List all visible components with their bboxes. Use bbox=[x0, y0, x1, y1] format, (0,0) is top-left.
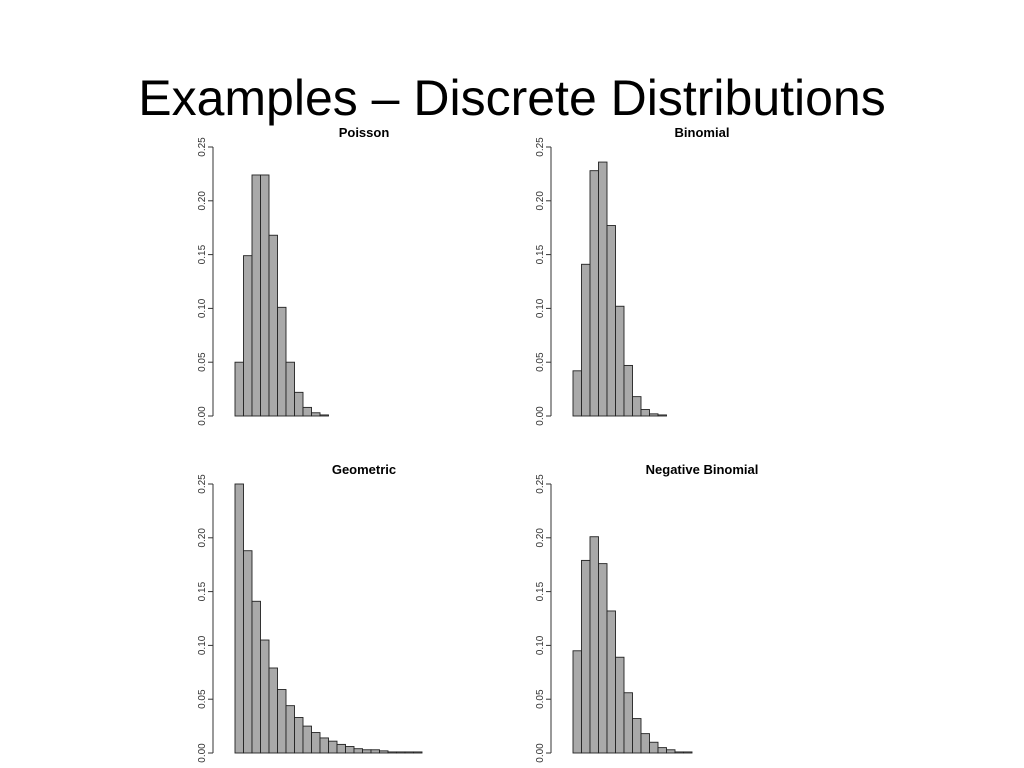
geometric-bar bbox=[311, 732, 321, 754]
negative-binomial-bar bbox=[589, 536, 599, 754]
poisson-y-tick-label: 0.20 bbox=[197, 191, 208, 211]
geometric-bar bbox=[336, 743, 346, 754]
geometric-bar bbox=[285, 705, 295, 754]
binomial-bar bbox=[632, 396, 642, 417]
binomial-bar bbox=[572, 370, 582, 417]
geometric-bar bbox=[396, 751, 406, 754]
binomial-title: Binomial bbox=[675, 125, 730, 140]
geometric-bar bbox=[302, 725, 312, 754]
geometric-y-tick-label: 0.25 bbox=[197, 474, 208, 494]
binomial-bar bbox=[640, 409, 650, 417]
binomial-y-tick-label: 0.15 bbox=[535, 244, 546, 264]
negative-binomial-bar bbox=[572, 650, 582, 754]
chart-binomial: Binomial 0.00 0.05 0.10 0.15 0.20 0.25 bbox=[535, 125, 730, 426]
negative-binomial-bar bbox=[598, 563, 608, 754]
negative-binomial-bar bbox=[640, 733, 650, 754]
geometric-bar bbox=[328, 740, 338, 754]
poisson-bar bbox=[277, 306, 287, 417]
geometric-bar bbox=[251, 600, 261, 754]
negative-binomial-bar bbox=[623, 692, 633, 754]
poisson-y-tick-label: 0.10 bbox=[197, 298, 208, 318]
geometric-bar bbox=[353, 748, 363, 754]
negative-binomial-bar bbox=[632, 718, 642, 754]
binomial-y-tick-label: 0.00 bbox=[535, 406, 546, 426]
binomial-bar bbox=[581, 263, 591, 417]
slide-title: Examples – Discrete Distributions bbox=[138, 70, 886, 126]
geometric-bar bbox=[413, 751, 423, 754]
negative-binomial-bar bbox=[649, 741, 659, 754]
geometric-bar bbox=[370, 749, 380, 754]
geometric-bar bbox=[260, 639, 270, 754]
poisson-bar bbox=[260, 174, 270, 417]
geometric-title: Geometric bbox=[332, 462, 396, 477]
chart-negative-binomial: Negative Binomial 0.00 0.05 0.10 0.15 0.20 0.2… bbox=[535, 462, 759, 763]
poisson-bar bbox=[302, 406, 312, 417]
poisson-bar bbox=[319, 414, 329, 417]
chart-poisson: Poisson 0.00 0.05 0.10 0.15 0.20 0.25 bbox=[197, 125, 390, 426]
negative-binomial-bar bbox=[657, 747, 667, 754]
geometric-y-tick-label: 0.15 bbox=[197, 581, 208, 601]
poisson-y-tick-label: 0.25 bbox=[197, 137, 208, 157]
poisson-bar bbox=[268, 234, 278, 417]
geometric-y-tick-label: 0.05 bbox=[197, 689, 208, 709]
poisson-bar bbox=[294, 391, 304, 417]
geometric-bar bbox=[387, 751, 397, 754]
binomial-bar bbox=[589, 170, 599, 417]
negative-binomial-y-tick-label: 0.20 bbox=[535, 528, 546, 548]
poisson-y-tick-label: 0.15 bbox=[197, 244, 208, 264]
poisson-y-tick-label: 0.05 bbox=[197, 352, 208, 372]
binomial-y-tick-label: 0.25 bbox=[535, 137, 546, 157]
poisson-bar bbox=[234, 361, 244, 417]
negative-binomial-y-tick-label: 0.15 bbox=[535, 581, 546, 601]
negative-binomial-y-tick-label: 0.00 bbox=[535, 743, 546, 763]
binomial-bar bbox=[657, 414, 667, 417]
poisson-bar bbox=[285, 361, 295, 417]
negative-binomial-bar bbox=[606, 610, 616, 754]
geometric-bar bbox=[379, 750, 389, 754]
geometric-bar bbox=[345, 746, 355, 754]
poisson-bar bbox=[243, 255, 253, 417]
negative-binomial-bar bbox=[581, 559, 591, 754]
chart-geometric: Geometric 0.00 0.05 0.10 0.15 0.20 0.25 bbox=[197, 462, 423, 763]
binomial-bar bbox=[649, 413, 659, 417]
negative-binomial-bar bbox=[674, 751, 684, 754]
geometric-bar bbox=[234, 483, 244, 754]
geometric-bar bbox=[268, 667, 278, 754]
poisson-title: Poisson bbox=[339, 125, 390, 140]
binomial-bar bbox=[598, 161, 608, 417]
geometric-y-tick-label: 0.20 bbox=[197, 528, 208, 548]
negative-binomial-bar bbox=[666, 749, 676, 754]
negative-binomial-y-tick-label: 0.05 bbox=[535, 689, 546, 709]
negative-binomial-title: Negative Binomial bbox=[646, 462, 759, 477]
geometric-bar bbox=[277, 689, 287, 754]
geometric-bar bbox=[319, 737, 329, 754]
negative-binomial-bar bbox=[683, 751, 693, 754]
geometric-bar bbox=[294, 717, 304, 754]
poisson-bar bbox=[311, 412, 321, 417]
binomial-bar bbox=[606, 225, 616, 417]
binomial-y-tick-label: 0.05 bbox=[535, 352, 546, 372]
poisson-bar bbox=[251, 174, 261, 417]
binomial-y-tick-label: 0.20 bbox=[535, 191, 546, 211]
geometric-y-tick-label: 0.00 bbox=[197, 743, 208, 763]
geometric-bar bbox=[362, 749, 372, 754]
geometric-bar bbox=[243, 550, 253, 754]
negative-binomial-y-tick-label: 0.10 bbox=[535, 635, 546, 655]
geometric-bar bbox=[404, 751, 414, 754]
binomial-y-tick-label: 0.10 bbox=[535, 298, 546, 318]
geometric-y-tick-label: 0.10 bbox=[197, 635, 208, 655]
negative-binomial-y-tick-label: 0.25 bbox=[535, 474, 546, 494]
binomial-bar bbox=[615, 305, 625, 417]
binomial-bar bbox=[623, 364, 633, 417]
negative-binomial-bar bbox=[615, 656, 625, 754]
poisson-y-tick-label: 0.00 bbox=[197, 406, 208, 426]
